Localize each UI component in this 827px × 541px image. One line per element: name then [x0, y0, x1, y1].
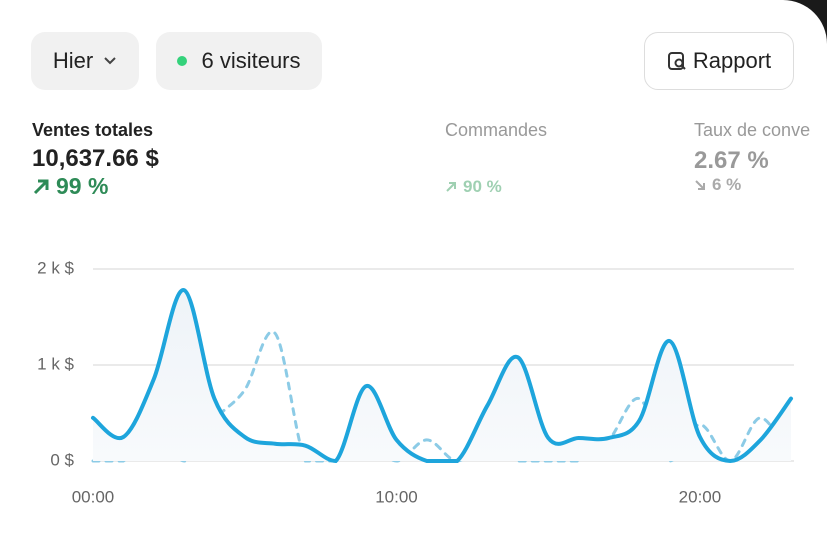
visitors-badge: 6 visiteurs: [156, 32, 322, 90]
metric-change-value: 6 %: [712, 175, 742, 194]
visitors-label: 6 visiteurs: [201, 48, 301, 73]
metric-label: Ventes totales: [32, 120, 154, 140]
report-button[interactable]: Rapport: [644, 32, 794, 90]
metric-label: Taux de conve: [694, 120, 811, 140]
x-tick-label: 10:00: [375, 487, 418, 506]
metric-change-value: 99 %: [56, 173, 109, 199]
line: [91, 288, 793, 464]
metric-change: 90 %: [445, 177, 547, 197]
y-tick-label: 1 k $: [37, 354, 74, 373]
live-dot: [177, 56, 188, 66]
up-arrow: [446, 182, 456, 192]
x-tick-label: 20:00: [679, 487, 722, 506]
y-tick-label: 2 k $: [37, 258, 74, 277]
metric-value: 10,637.66 $: [32, 145, 159, 172]
period-label: Hier: [52, 48, 94, 73]
report-icon: [667, 52, 686, 70]
metric[interactable]: Commandes 90 %: [445, 120, 547, 197]
period-dropdown[interactable]: Hier: [31, 32, 139, 90]
y-tick-label: 0 $: [50, 450, 74, 469]
up-arrow: [33, 179, 49, 194]
metric-change: 6 %: [694, 175, 810, 195]
chevron-icon: [104, 57, 116, 65]
down-arrow: [695, 180, 705, 190]
metric[interactable]: Taux de conve 2.67 % 6 %: [694, 120, 810, 195]
metric[interactable]: Ventes totales 10,637.66 $ 99 %: [32, 120, 159, 200]
metric-change-value: 90 %: [463, 177, 502, 196]
area: [93, 290, 791, 461]
x-tick-label: 00:00: [72, 487, 115, 506]
metric-change: 99 %: [32, 173, 159, 200]
metric-value: 2.67 %: [694, 147, 769, 174]
report-label: Rapport: [692, 48, 772, 73]
metric-label: Commandes: [445, 120, 548, 140]
